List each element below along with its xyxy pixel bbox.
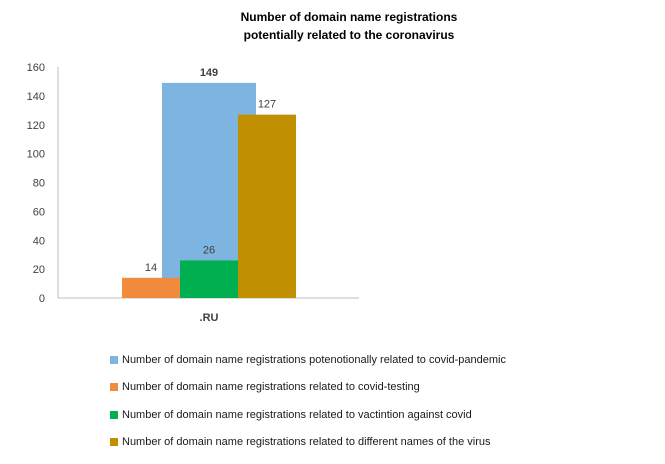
bars-group [122, 82, 296, 298]
legend-swatch-testing [110, 383, 118, 392]
data-label-testing: 14 [145, 262, 157, 274]
legend: Number of domain name registrations pote… [110, 346, 506, 456]
legend-swatch-vaccination [110, 410, 118, 419]
bar-testing [122, 277, 180, 298]
legend-label-pandemic: Number of domain name registrations pote… [122, 353, 506, 366]
legend-swatch-virus-names [110, 438, 118, 447]
y-tick-label-0: 0 [39, 293, 45, 305]
chart-title-line-1: Number of domain name registrations [241, 10, 458, 24]
bar-vaccination [180, 260, 238, 298]
y-tick-label-120: 120 [27, 120, 45, 132]
y-tick-label-80: 80 [33, 178, 45, 190]
legend-label-virus-names: Number of domain name registrations rela… [122, 436, 491, 449]
y-tick-label-160: 160 [27, 62, 45, 74]
legend-swatch-pandemic [110, 355, 118, 364]
data-label-virus-names: 127 [258, 99, 276, 111]
legend-item-virus-names: Number of domain name registrations rela… [110, 429, 506, 457]
category-label-ru: .RU [200, 312, 219, 324]
legend-label-testing: Number of domain name registrations rela… [122, 381, 420, 394]
legend-item-pandemic: Number of domain name registrations pote… [110, 346, 506, 374]
data-labels-group: 149 14 26 127 [145, 67, 276, 274]
y-tick-label-20: 20 [33, 264, 45, 276]
legend-label-vaccination: Number of domain name registrations rela… [122, 408, 472, 421]
data-label-pandemic: 149 [200, 67, 218, 79]
chart-title-line-2: potentially related to the coronavirus [244, 28, 455, 42]
y-tick-label-100: 100 [27, 149, 45, 161]
data-label-vaccination: 26 [203, 244, 215, 256]
y-tick-label-140: 140 [27, 91, 45, 103]
legend-item-testing: Number of domain name registrations rela… [110, 374, 506, 402]
y-tick-label-40: 40 [33, 235, 45, 247]
legend-item-vaccination: Number of domain name registrations rela… [110, 401, 506, 429]
y-axis-ticks: 0 20 40 60 80 100 120 140 160 [27, 62, 45, 305]
y-tick-label-60: 60 [33, 206, 45, 218]
bar-virus-names [238, 114, 296, 298]
